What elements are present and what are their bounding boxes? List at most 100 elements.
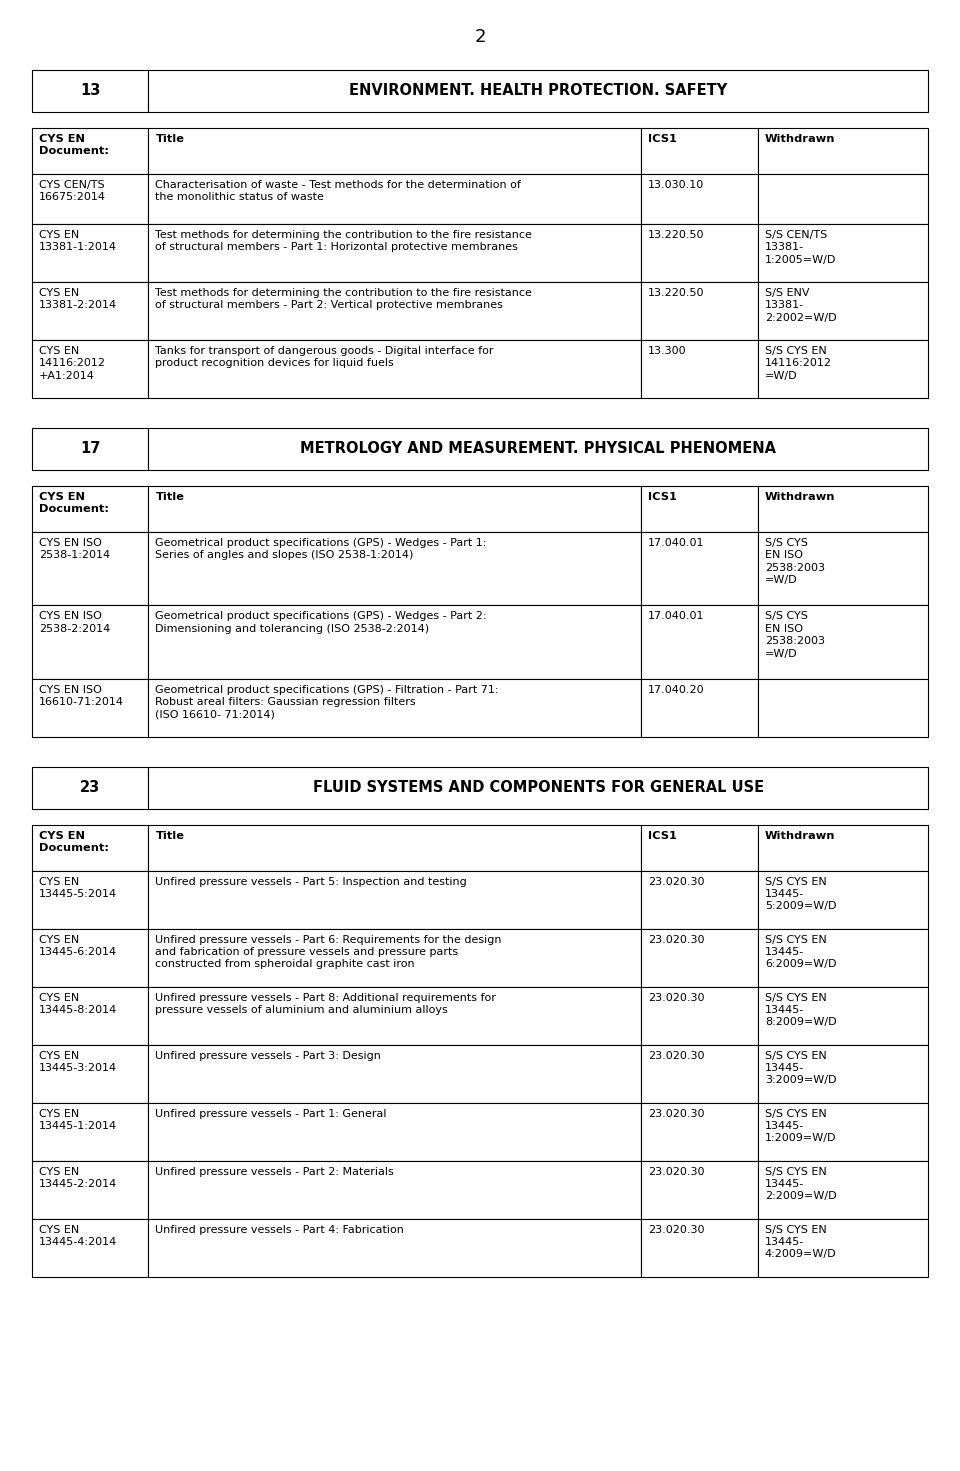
Bar [757, 224, 928, 282]
Text: CYS EN
Document:: CYS EN Document: [39, 134, 109, 156]
Text: CYS EN
Document:: CYS EN Document: [39, 491, 109, 515]
Text: CYS EN
13381-1:2014: CYS EN 13381-1:2014 [39, 229, 117, 253]
Bar [757, 1103, 928, 1161]
Bar [641, 128, 757, 174]
Text: S/S CYS EN
13445-
6:2009=W/D: S/S CYS EN 13445- 6:2009=W/D [765, 934, 836, 969]
Bar [32, 1218, 149, 1277]
Text: Title: Title [156, 134, 184, 144]
Bar [757, 825, 928, 871]
Bar [32, 678, 149, 737]
Bar [641, 871, 757, 928]
Bar [149, 1161, 641, 1218]
Bar [757, 871, 928, 928]
Text: FLUID SYSTEMS AND COMPONENTS FOR GENERAL USE: FLUID SYSTEMS AND COMPONENTS FOR GENERAL… [313, 780, 764, 796]
Bar [149, 224, 641, 282]
Text: CYS EN ISO
2538-2:2014: CYS EN ISO 2538-2:2014 [39, 612, 110, 634]
Text: Title: Title [156, 491, 184, 502]
Text: 17: 17 [80, 441, 101, 456]
Bar [149, 1218, 641, 1277]
Bar [32, 533, 149, 606]
Text: 13.030.10: 13.030.10 [648, 179, 705, 190]
Text: 2: 2 [474, 28, 486, 46]
Text: Test methods for determining the contribution to the fire resistance
of structur: Test methods for determining the contrib… [156, 229, 533, 253]
Bar [149, 428, 928, 471]
Text: Withdrawn: Withdrawn [765, 831, 835, 840]
Bar [149, 282, 641, 340]
Bar [149, 340, 641, 399]
Bar [149, 485, 641, 533]
Bar [32, 1044, 149, 1103]
Bar [149, 533, 641, 606]
Text: Unfired pressure vessels - Part 6: Requirements for the design
and fabrication o: Unfired pressure vessels - Part 6: Requi… [156, 934, 502, 969]
Bar [149, 825, 641, 871]
Text: Unfired pressure vessels - Part 2: Materials: Unfired pressure vessels - Part 2: Mater… [156, 1167, 395, 1177]
Text: Unfired pressure vessels - Part 4: Fabrication: Unfired pressure vessels - Part 4: Fabri… [156, 1225, 404, 1234]
Bar [757, 128, 928, 174]
Text: S/S CYS EN
13445-
3:2009=W/D: S/S CYS EN 13445- 3:2009=W/D [765, 1050, 836, 1086]
Text: 13.300: 13.300 [648, 346, 687, 356]
Text: CYS EN
13445-5:2014: CYS EN 13445-5:2014 [39, 877, 117, 899]
Text: CYS EN ISO
16610-71:2014: CYS EN ISO 16610-71:2014 [39, 684, 124, 708]
Bar [641, 174, 757, 224]
Bar [757, 1161, 928, 1218]
Text: Unfired pressure vessels - Part 3: Design: Unfired pressure vessels - Part 3: Desig… [156, 1050, 381, 1061]
Bar [641, 282, 757, 340]
Bar [149, 606, 641, 678]
Bar [149, 928, 641, 987]
Bar [757, 1218, 928, 1277]
Bar [32, 340, 149, 399]
Bar [32, 825, 149, 871]
Text: 23.020.30: 23.020.30 [648, 934, 705, 944]
Bar [757, 485, 928, 533]
Text: Test methods for determining the contribution to the fire resistance
of structur: Test methods for determining the contrib… [156, 288, 533, 310]
Bar [757, 282, 928, 340]
Text: ENVIRONMENT. HEALTH PROTECTION. SAFETY: ENVIRONMENT. HEALTH PROTECTION. SAFETY [349, 84, 728, 99]
Bar [149, 678, 641, 737]
Text: S/S ENV
13381-
2:2002=W/D: S/S ENV 13381- 2:2002=W/D [765, 288, 836, 322]
Text: CYS EN
Document:: CYS EN Document: [39, 831, 109, 853]
Bar [32, 1161, 149, 1218]
Text: 23.020.30: 23.020.30 [648, 1109, 705, 1118]
Bar [32, 606, 149, 678]
Text: ICS1: ICS1 [648, 491, 677, 502]
Bar [757, 1044, 928, 1103]
Text: METROLOGY AND MEASUREMENT. PHYSICAL PHENOMENA: METROLOGY AND MEASUREMENT. PHYSICAL PHEN… [300, 441, 777, 456]
Text: Geometrical product specifications (GPS) - Wedges - Part 2:
Dimensioning and tol: Geometrical product specifications (GPS)… [156, 612, 487, 634]
Text: 13.220.50: 13.220.50 [648, 288, 705, 299]
Bar [32, 485, 149, 533]
Bar [149, 174, 641, 224]
Text: S/S CYS EN
13445-
8:2009=W/D: S/S CYS EN 13445- 8:2009=W/D [765, 993, 836, 1027]
Bar [32, 928, 149, 987]
Bar [641, 825, 757, 871]
Text: S/S CYS
EN ISO
2538:2003
=W/D: S/S CYS EN ISO 2538:2003 =W/D [765, 538, 825, 585]
Bar [641, 533, 757, 606]
Text: CYS EN
13445-6:2014: CYS EN 13445-6:2014 [39, 934, 117, 958]
Text: 17.040.20: 17.040.20 [648, 684, 705, 694]
Text: Unfired pressure vessels - Part 8: Additional requirements for
pressure vessels : Unfired pressure vessels - Part 8: Addit… [156, 993, 496, 1015]
Text: 23: 23 [80, 780, 101, 796]
Text: S/S CYS
EN ISO
2538:2003
=W/D: S/S CYS EN ISO 2538:2003 =W/D [765, 612, 825, 659]
Bar [641, 678, 757, 737]
Bar [32, 1103, 149, 1161]
Bar [149, 1044, 641, 1103]
Bar [757, 678, 928, 737]
Bar [149, 1103, 641, 1161]
Text: CYS EN
13381-2:2014: CYS EN 13381-2:2014 [39, 288, 117, 310]
Text: S/S CYS EN
13445-
1:2009=W/D: S/S CYS EN 13445- 1:2009=W/D [765, 1109, 836, 1143]
Text: CYS EN
14116:2012
+A1:2014: CYS EN 14116:2012 +A1:2014 [39, 346, 106, 381]
Bar [757, 174, 928, 224]
Bar [757, 928, 928, 987]
Text: 23.020.30: 23.020.30 [648, 877, 705, 887]
Bar [149, 766, 928, 809]
Text: CYS EN
13445-3:2014: CYS EN 13445-3:2014 [39, 1050, 117, 1072]
Bar [641, 340, 757, 399]
Bar [149, 987, 641, 1044]
Text: CYS EN
13445-1:2014: CYS EN 13445-1:2014 [39, 1109, 117, 1131]
Text: S/S CYS EN
13445-
2:2009=W/D: S/S CYS EN 13445- 2:2009=W/D [765, 1167, 836, 1202]
Bar [641, 928, 757, 987]
Text: Characterisation of waste - Test methods for the determination of
the monolithic: Characterisation of waste - Test methods… [156, 179, 521, 203]
Text: S/S CYS EN
14116:2012
=W/D: S/S CYS EN 14116:2012 =W/D [765, 346, 831, 381]
Text: 17.040.01: 17.040.01 [648, 612, 705, 621]
Bar [32, 224, 149, 282]
Text: S/S CEN/TS
13381-
1:2005=W/D: S/S CEN/TS 13381- 1:2005=W/D [765, 229, 836, 265]
